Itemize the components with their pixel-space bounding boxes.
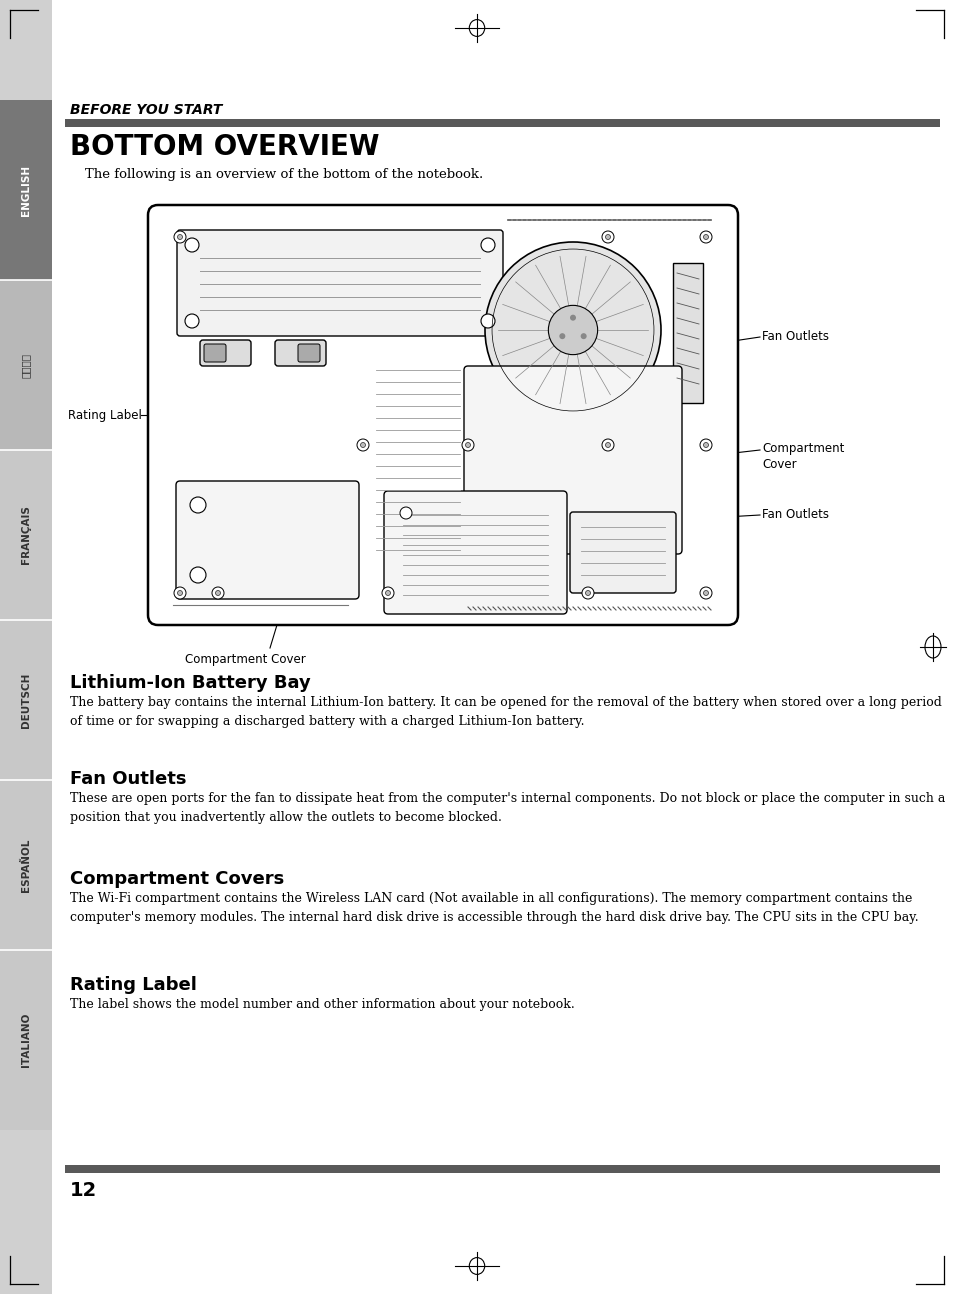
- Circle shape: [190, 497, 206, 512]
- FancyBboxPatch shape: [672, 263, 702, 402]
- Circle shape: [212, 587, 224, 599]
- Circle shape: [177, 590, 182, 595]
- Text: Compartment Covers: Compartment Covers: [70, 870, 284, 888]
- Circle shape: [215, 590, 220, 595]
- Circle shape: [480, 314, 495, 327]
- Text: FRANÇAIS: FRANÇAIS: [21, 506, 30, 564]
- Text: Cover: Cover: [761, 458, 796, 471]
- Bar: [0, 620, 52, 780]
- Circle shape: [585, 590, 590, 595]
- FancyBboxPatch shape: [175, 481, 358, 599]
- FancyBboxPatch shape: [297, 344, 319, 362]
- Circle shape: [480, 238, 495, 252]
- Text: ESPAÑOL: ESPAÑOL: [21, 839, 31, 892]
- Bar: [65, 1165, 939, 1172]
- Text: The following is an overview of the bottom of the notebook.: The following is an overview of the bott…: [85, 168, 483, 181]
- Text: Rating Label: Rating Label: [70, 976, 196, 994]
- Circle shape: [580, 333, 586, 339]
- Text: Fan Outlets: Fan Outlets: [70, 770, 186, 788]
- Bar: [0, 950, 52, 1130]
- FancyBboxPatch shape: [274, 340, 326, 366]
- Bar: [0, 100, 52, 280]
- Text: 繁體中文: 繁體中文: [21, 352, 30, 378]
- FancyBboxPatch shape: [463, 366, 681, 554]
- Text: Lithium-Ion Battery Bay: Lithium-Ion Battery Bay: [387, 228, 527, 241]
- Circle shape: [702, 443, 708, 448]
- Circle shape: [605, 234, 610, 239]
- Circle shape: [465, 443, 470, 448]
- Circle shape: [702, 590, 708, 595]
- Text: Fan Outlets: Fan Outlets: [761, 509, 828, 521]
- Circle shape: [601, 439, 614, 452]
- Text: Fan Outlets: Fan Outlets: [761, 330, 828, 343]
- Circle shape: [381, 587, 394, 599]
- Circle shape: [399, 507, 412, 519]
- Circle shape: [385, 590, 390, 595]
- Text: ITALIANO: ITALIANO: [21, 1013, 30, 1068]
- FancyBboxPatch shape: [177, 230, 502, 336]
- Text: Lithium-Ion Battery Bay: Lithium-Ion Battery Bay: [70, 674, 311, 692]
- FancyBboxPatch shape: [204, 344, 226, 362]
- FancyBboxPatch shape: [148, 204, 738, 625]
- Circle shape: [548, 305, 597, 355]
- Circle shape: [700, 439, 711, 452]
- Text: These are open ports for the fan to dissipate heat from the computer's internal : These are open ports for the fan to diss…: [70, 792, 944, 823]
- Bar: [0, 780, 52, 950]
- Circle shape: [558, 333, 565, 339]
- Bar: [65, 119, 939, 127]
- Text: The battery bay contains the internal Lithium-Ion battery. It can be opened for : The battery bay contains the internal Li…: [70, 696, 941, 727]
- FancyBboxPatch shape: [569, 512, 676, 593]
- Text: Compartment Cover: Compartment Cover: [185, 653, 305, 666]
- Text: ENGLISH: ENGLISH: [21, 164, 30, 216]
- Circle shape: [484, 242, 660, 418]
- Circle shape: [569, 314, 576, 321]
- Text: Rating Label: Rating Label: [68, 409, 142, 422]
- Circle shape: [700, 232, 711, 243]
- FancyBboxPatch shape: [384, 490, 566, 613]
- Circle shape: [605, 443, 610, 448]
- Circle shape: [356, 439, 369, 452]
- Circle shape: [173, 587, 186, 599]
- Circle shape: [185, 238, 199, 252]
- Circle shape: [601, 232, 614, 243]
- Text: 12: 12: [70, 1181, 97, 1200]
- Bar: [0, 0, 52, 1294]
- Bar: [0, 450, 52, 620]
- Circle shape: [177, 234, 182, 239]
- Bar: [0, 280, 52, 450]
- Circle shape: [581, 587, 594, 599]
- Circle shape: [185, 314, 199, 327]
- Text: The Wi-Fi compartment contains the Wireless LAN card (Not available in all confi: The Wi-Fi compartment contains the Wirel…: [70, 892, 918, 924]
- Text: BOTTOM OVERVIEW: BOTTOM OVERVIEW: [70, 133, 379, 160]
- Circle shape: [360, 443, 365, 448]
- FancyBboxPatch shape: [200, 340, 251, 366]
- Circle shape: [461, 439, 474, 452]
- Text: Compartment: Compartment: [761, 443, 843, 455]
- Circle shape: [190, 567, 206, 584]
- Circle shape: [702, 234, 708, 239]
- Text: BEFORE YOU START: BEFORE YOU START: [70, 104, 222, 116]
- Text: The label shows the model number and other information about your notebook.: The label shows the model number and oth…: [70, 998, 574, 1011]
- Circle shape: [700, 587, 711, 599]
- Circle shape: [173, 232, 186, 243]
- Text: DEUTSCH: DEUTSCH: [21, 673, 30, 727]
